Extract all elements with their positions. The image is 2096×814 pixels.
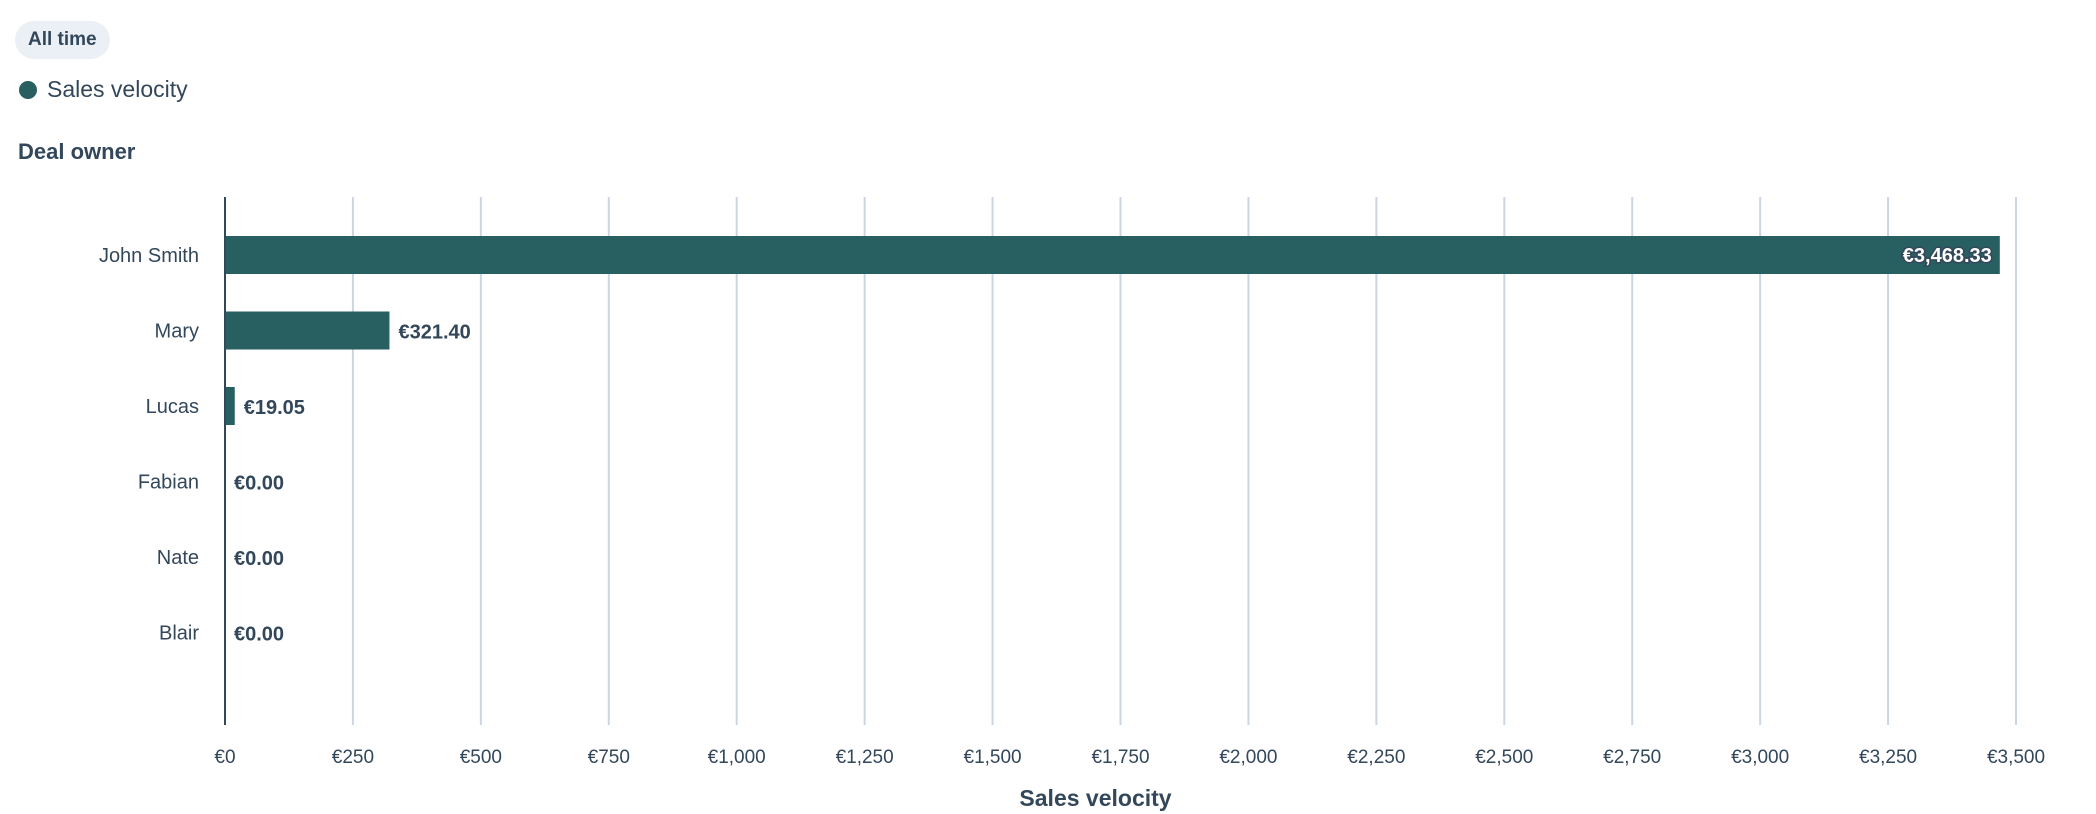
- bar: [225, 387, 235, 425]
- x-tick-label: €1,750: [1091, 747, 1149, 768]
- bar: [225, 311, 390, 350]
- x-tick-labels: €0 €250 €500 €750 €1,000 €1,250 €1,500 €1,750 €2…: [214, 747, 2045, 768]
- x-tick-label: €1,250: [836, 747, 894, 768]
- data-labels: €3,468.33 €321.40 €19.05 €0.00 €0.00 €0.00: [234, 244, 1993, 646]
- x-tick-label: €250: [332, 747, 374, 768]
- bars: [225, 236, 2000, 425]
- legend-label-sales-velocity[interactable]: Sales velocity: [47, 76, 188, 102]
- bar: [225, 236, 2000, 274]
- gridlines: [351, 197, 2017, 725]
- category-label: Nate: [157, 547, 199, 569]
- data-label: €0.00: [234, 624, 284, 646]
- x-tick-label: €3,250: [1859, 747, 1917, 768]
- data-label: €0.00: [234, 548, 284, 570]
- category-label: Fabian: [138, 472, 199, 494]
- category-label: Mary: [155, 321, 199, 343]
- date-range-filter-button[interactable]: All time: [15, 21, 110, 59]
- x-tick-label: €0: [214, 747, 235, 768]
- chart-legend: Sales velocity: [19, 76, 188, 103]
- data-label: €19.05: [244, 397, 305, 419]
- data-label: €321.40: [398, 322, 470, 344]
- x-tick-label: €2,750: [1603, 747, 1661, 768]
- x-axis-title: Sales velocity: [1019, 785, 1171, 811]
- x-tick-label: €750: [588, 747, 630, 768]
- x-tick-label: €500: [460, 747, 502, 768]
- x-tick-label: €3,000: [1731, 747, 1789, 768]
- y-axis-title: Deal owner: [18, 139, 136, 164]
- data-label: €0.00: [234, 473, 284, 495]
- x-tick-label: €2,250: [1347, 747, 1405, 768]
- category-label: Lucas: [146, 396, 199, 418]
- category-label: Blair: [159, 623, 199, 645]
- x-tick-label: €1,000: [708, 747, 766, 768]
- category-labels: John Smith Mary Lucas Fabian Nate Blair: [99, 245, 199, 645]
- x-tick-label: €3,500: [1987, 747, 2045, 768]
- x-tick-label: €2,500: [1475, 747, 1533, 768]
- data-label: €3,468.33: [1903, 245, 1992, 267]
- legend-swatch-sales-velocity: [19, 80, 37, 99]
- x-tick-label: €1,500: [964, 747, 1022, 768]
- category-label: John Smith: [99, 245, 199, 267]
- x-tick-label: €2,000: [1219, 747, 1277, 768]
